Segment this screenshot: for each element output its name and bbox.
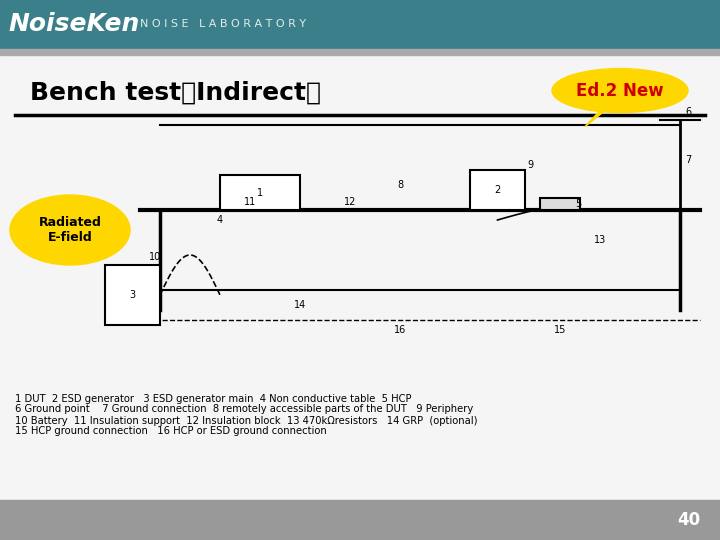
Text: 16: 16 [394,325,406,335]
Bar [0,0,720,49]
Polygon shape [585,111,605,126]
Bar [0,500,720,540]
Bar [0,49,720,55]
Text: 15: 15 [554,325,566,335]
Text: 2: 2 [495,185,500,195]
Text: 9: 9 [527,160,533,170]
Text: 5: 5 [575,199,581,209]
Ellipse shape [10,195,130,265]
Ellipse shape [552,69,688,113]
Text: Ed.2 New: Ed.2 New [576,82,664,99]
Text: NoiseKen: NoiseKen [8,12,139,36]
Text: 10 Battery  11 Insulation support  12 Insulation block  13 470kΩresistors   14 G: 10 Battery 11 Insulation support 12 Insu… [15,415,477,426]
Text: 1 DUT  2 ESD generator   3 ESD generator main  4 Non conductive table  5 HCP: 1 DUT 2 ESD generator 3 ESD generator ma… [15,394,412,403]
Text: 40: 40 [677,511,700,529]
Text: 3: 3 [130,290,135,300]
Text: 12: 12 [344,197,356,207]
Text: 10: 10 [149,252,161,262]
Bar [105,265,160,325]
Bar [540,198,580,210]
Text: 8: 8 [397,180,403,190]
Text: 15 HCP ground connection   16 HCP or ESD ground connection: 15 HCP ground connection 16 HCP or ESD g… [15,427,327,436]
Bar [0,55,720,500]
Text: 4: 4 [217,215,223,225]
Bar [220,175,300,210]
Text: 1: 1 [257,187,263,198]
Bar [470,170,525,210]
Text: 7: 7 [685,155,691,165]
Text: N O I S E   L A B O R A T O R Y: N O I S E L A B O R A T O R Y [140,19,306,29]
Text: 6: 6 [685,107,691,117]
Text: Bench test（Indirect）: Bench test（Indirect） [30,80,321,105]
Text: Radiated
E-field: Radiated E-field [39,216,102,244]
Text: 14: 14 [294,300,306,310]
Text: 6 Ground point    7 Ground connection  8 remotely accessible parts of the DUT   : 6 Ground point 7 Ground connection 8 rem… [15,404,473,415]
Text: 11: 11 [244,197,256,207]
Text: 13: 13 [594,235,606,245]
